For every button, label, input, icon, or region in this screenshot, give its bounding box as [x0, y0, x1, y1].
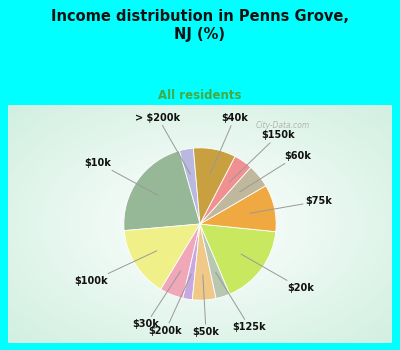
Wedge shape: [183, 224, 200, 300]
Text: $125k: $125k: [216, 272, 266, 332]
Wedge shape: [124, 151, 200, 231]
Wedge shape: [161, 224, 200, 298]
Text: > $200k: > $200k: [135, 113, 190, 174]
Wedge shape: [200, 186, 276, 232]
Text: Income distribution in Penns Grove,
NJ (%): Income distribution in Penns Grove, NJ (…: [51, 9, 349, 42]
Text: All residents: All residents: [158, 89, 242, 102]
Wedge shape: [179, 148, 200, 224]
Text: $75k: $75k: [250, 196, 332, 213]
Wedge shape: [200, 224, 276, 294]
Text: $150k: $150k: [229, 130, 295, 182]
Text: City-Data.com: City-Data.com: [255, 121, 310, 130]
Wedge shape: [192, 224, 216, 300]
Text: $10k: $10k: [84, 158, 158, 195]
Text: $20k: $20k: [241, 254, 314, 293]
Text: $40k: $40k: [210, 113, 248, 174]
Text: $60k: $60k: [240, 150, 311, 192]
Wedge shape: [200, 167, 266, 224]
Text: $200k: $200k: [149, 274, 191, 336]
Wedge shape: [193, 148, 235, 224]
Wedge shape: [124, 224, 200, 289]
Text: $100k: $100k: [75, 251, 157, 286]
Text: $50k: $50k: [192, 275, 220, 337]
Wedge shape: [200, 224, 230, 299]
Text: $30k: $30k: [133, 271, 181, 329]
Wedge shape: [200, 156, 251, 224]
